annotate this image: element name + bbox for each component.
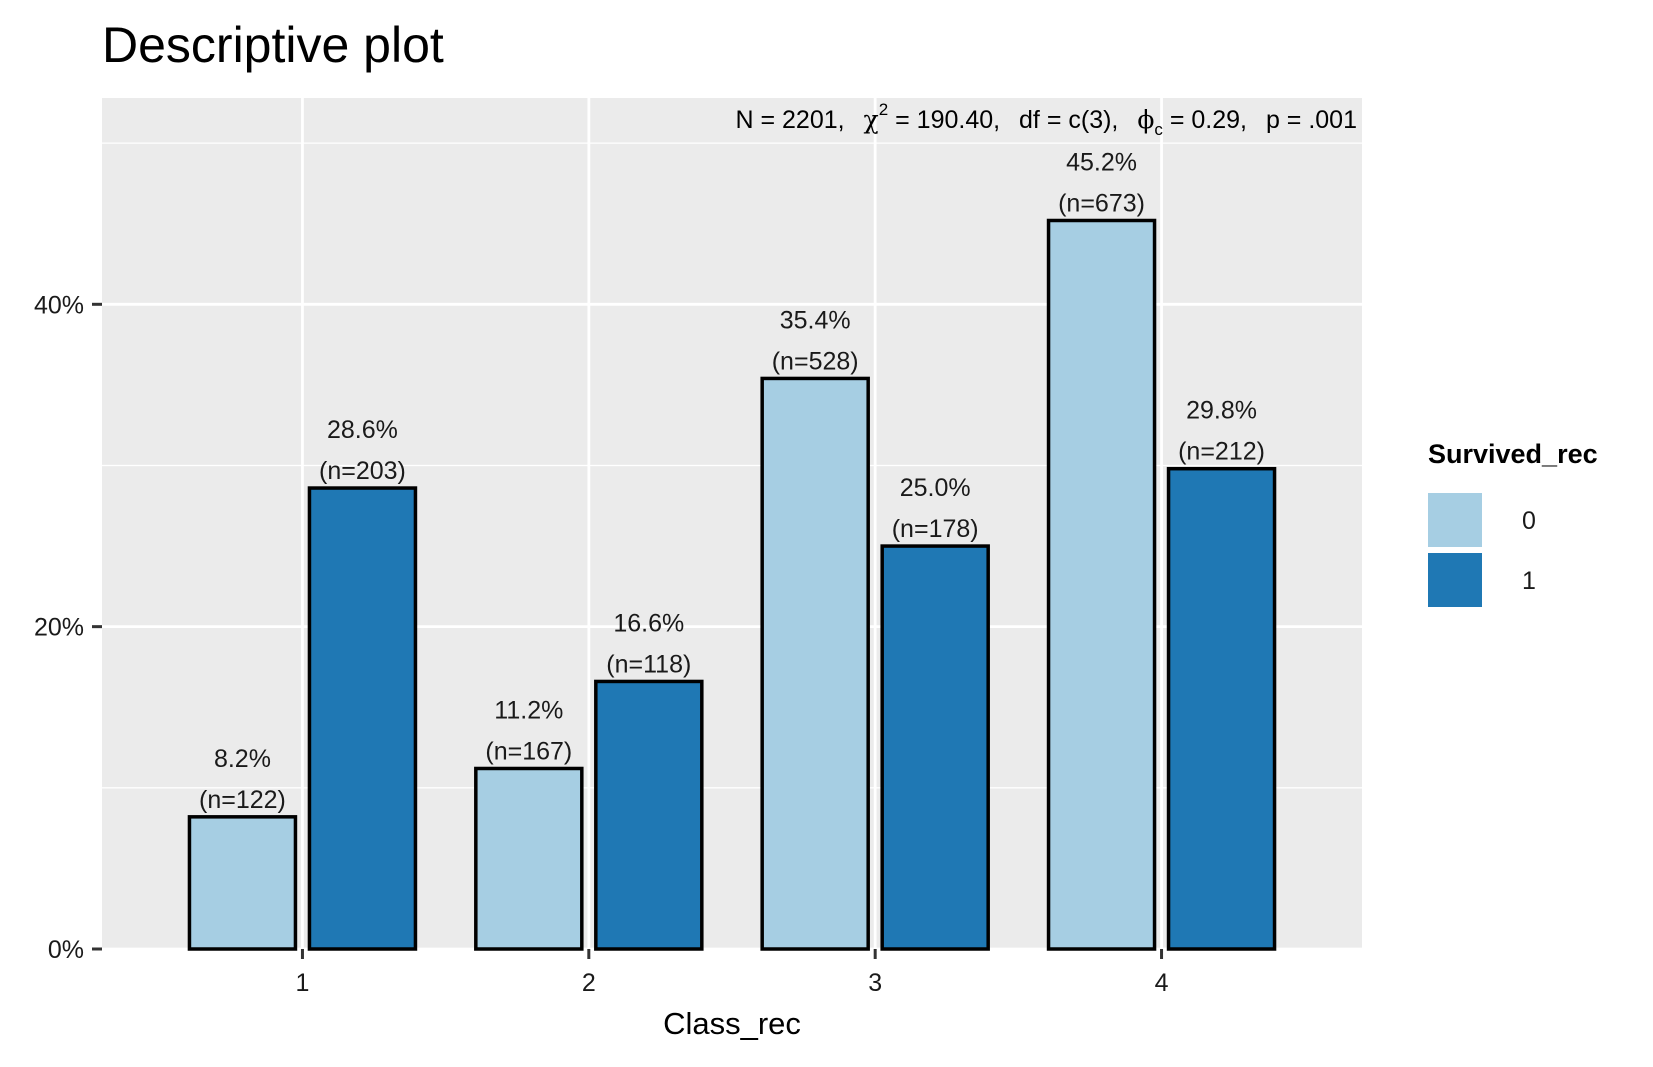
y-tick-label: 0%	[48, 936, 84, 964]
y-axis: 0% 20% 40%	[34, 291, 102, 964]
legend-items: 01	[1428, 493, 1536, 607]
bar-series-1-cat-3	[880, 544, 990, 951]
bar-pct-label: 8.2%	[214, 745, 271, 773]
stats-phi-subscript: c	[1154, 120, 1163, 139]
stats-phi-symbol: ϕ	[1137, 105, 1154, 134]
x-axis-title: Class_rec	[663, 1006, 801, 1041]
bar-n-label: (n=178)	[892, 515, 979, 543]
legend-title: Survived_rec	[1428, 439, 1598, 469]
bar-series-0-cat-1	[187, 815, 298, 951]
stats-chi-symbol: χ	[864, 105, 879, 134]
bar-pct-label: 25.0%	[900, 474, 971, 502]
bar-n-label: (n=122)	[199, 786, 286, 814]
legend-key-1	[1428, 553, 1482, 607]
bar-pct-label: 16.6%	[613, 609, 684, 637]
bar-series-0-cat-4	[1046, 218, 1157, 951]
bar-n-label: (n=118)	[606, 650, 691, 678]
bar-n-label: (n=203)	[319, 457, 406, 485]
bar-n-label: (n=528)	[772, 347, 859, 375]
chart-title: Descriptive plot	[102, 17, 444, 73]
legend: Survived_rec 01	[1428, 439, 1598, 607]
stats-df: df = c(3),	[1019, 106, 1118, 134]
bar-pct-label: 45.2%	[1066, 148, 1137, 176]
legend-key-0	[1428, 493, 1482, 547]
y-tick-label: 40%	[34, 291, 84, 319]
bar-n-label: (n=673)	[1058, 189, 1145, 217]
bar-n-label: (n=212)	[1178, 438, 1265, 466]
bar-series-1-cat-2	[594, 679, 704, 951]
x-tick-label: 3	[868, 969, 882, 997]
bar-n-label: (n=167)	[485, 737, 572, 765]
legend-label-0: 0	[1522, 507, 1536, 535]
y-tick-label: 20%	[34, 614, 84, 642]
x-tick-label: 4	[1155, 969, 1169, 997]
stats-n: N = 2201,	[735, 106, 844, 134]
bar-pct-label: 35.4%	[780, 306, 851, 334]
bar-labels: (n=122) 8.2% (n=167) 11.2% (n=528) 35.4% (n=67…	[199, 148, 1265, 813]
x-axis: 1 2 3 4	[296, 949, 1169, 997]
bar-series-1-cat-1	[307, 486, 418, 951]
legend-label-1: 1	[1522, 567, 1536, 595]
stats-phi-value: = 0.29,	[1163, 106, 1247, 134]
bar-pct-label: 11.2%	[494, 696, 563, 724]
bar-series-1-cat-4	[1166, 466, 1277, 951]
bar-series-0-cat-2	[474, 766, 584, 951]
bars	[187, 218, 1277, 951]
stats-chi-value: = 190.40,	[888, 106, 1000, 134]
stats-chi-superscript: 2	[879, 100, 888, 119]
x-tick-label: 1	[296, 969, 310, 997]
stats-subtitle: N = 2201, χ2 = 190.40, df = c(3), ϕc = 0…	[735, 100, 1357, 139]
bar-pct-label: 29.8%	[1186, 397, 1257, 425]
bar-pct-label: 28.6%	[327, 416, 398, 444]
bar-series-0-cat-3	[760, 376, 870, 951]
x-tick-label: 2	[582, 969, 596, 997]
stats-p: p = .001	[1266, 106, 1357, 134]
